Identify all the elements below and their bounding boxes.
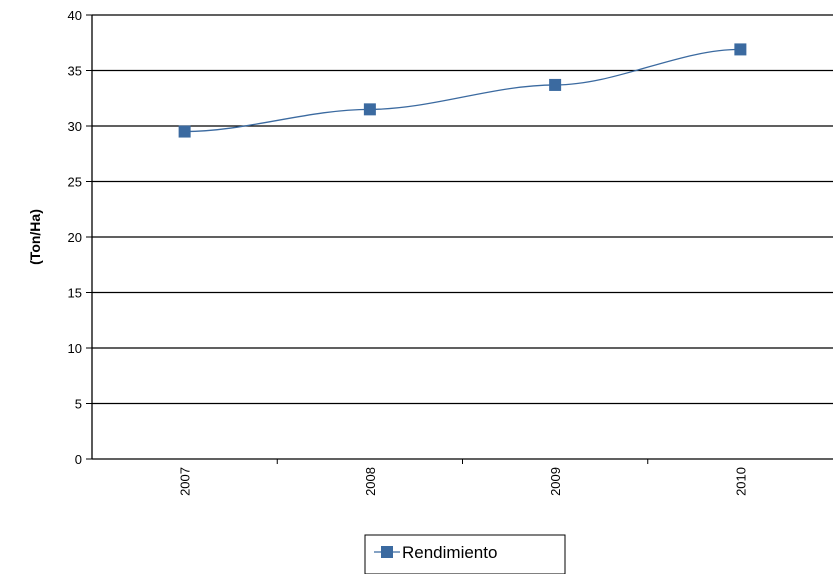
y-tick-label: 5: [75, 397, 82, 412]
y-tick-label: 30: [68, 119, 82, 134]
legend-box: [364, 534, 566, 574]
y-tick-label: 40: [68, 8, 82, 23]
y-tick-label: 25: [68, 175, 82, 190]
x-tick-label-2009: 2009: [548, 467, 563, 496]
legend-marker-swatch: [381, 546, 393, 558]
series-group: [178, 43, 747, 138]
y-tick-label: 20: [68, 230, 82, 245]
y-tick-labels: 0 5 10 15 20 25 30 35 40: [68, 8, 92, 467]
data-point-2008: [363, 103, 376, 116]
x-tick-label-2007: 2007: [178, 467, 193, 496]
data-point-2007: [178, 125, 191, 138]
x-tick-labels: 2007 2008 2009 2010: [178, 459, 748, 496]
gridlines: [92, 14, 833, 405]
y-tick-label: 10: [68, 341, 82, 356]
y-tick-label: 15: [68, 286, 82, 301]
series-line-rendimiento: [184, 48, 741, 133]
data-point-2009: [549, 78, 562, 91]
y-tick-label: 0: [75, 452, 82, 467]
legend: Rendimiento: [364, 534, 566, 574]
x-tick-label-2010: 2010: [733, 467, 748, 496]
y-axis-title: (Ton/Ha): [27, 209, 43, 265]
data-point-2010: [734, 43, 747, 56]
legend-label: Rendimiento: [402, 543, 497, 562]
y-tick-label: 35: [68, 64, 82, 79]
x-tick-label-2008: 2008: [363, 467, 378, 496]
